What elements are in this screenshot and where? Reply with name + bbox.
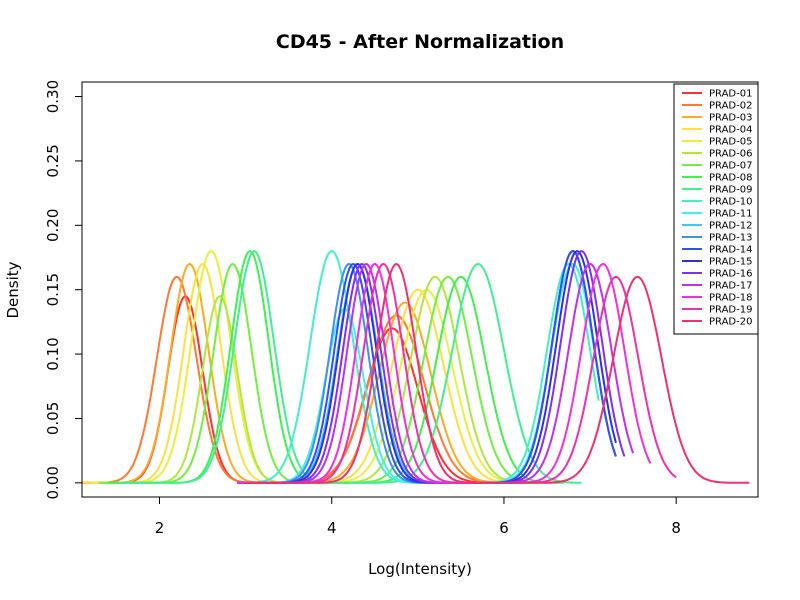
series-line-4: [82, 263, 522, 484]
legend-label: PRAD-11: [709, 209, 752, 220]
series-line-20: [245, 262, 750, 484]
series-line-18: [237, 262, 652, 484]
legend-label: PRAD-17: [709, 281, 752, 292]
legend-label: PRAD-19: [709, 305, 752, 316]
legend-label: PRAD-04: [709, 125, 752, 136]
legend-label: PRAD-18: [709, 293, 752, 304]
x-tick-label: 8: [671, 519, 681, 537]
x-tick-label: 4: [327, 519, 337, 537]
y-tick-label: 0.05: [44, 402, 62, 435]
series-line-9: [116, 249, 582, 484]
legend-label: PRAD-07: [709, 161, 752, 172]
series-line-5: [90, 250, 539, 484]
series-lines: [82, 249, 750, 484]
legend-label: PRAD-03: [709, 113, 752, 124]
legend-label: PRAD-20: [709, 317, 752, 328]
y-tick-label: 0.15: [44, 273, 62, 306]
legend-box: [673, 83, 759, 335]
legend-label: PRAD-13: [709, 233, 752, 244]
legend-label: PRAD-09: [709, 185, 752, 196]
y-tick-label: 0.20: [44, 209, 62, 242]
legend-label: PRAD-06: [709, 149, 752, 160]
x-axis: 2 4 6 8: [155, 496, 681, 537]
legend-label: PRAD-14: [709, 245, 752, 256]
legend-label: PRAD-16: [709, 269, 752, 280]
x-axis-label: Log(Intensity): [368, 560, 472, 578]
legend-label: PRAD-01: [709, 89, 752, 100]
legend-label: PRAD-05: [709, 137, 752, 148]
legend-label: PRAD-08: [709, 173, 752, 184]
legend-label: PRAD-10: [709, 197, 752, 208]
y-tick-label: 0.10: [44, 337, 62, 370]
legend: PRAD-01PRAD-02PRAD-03PRAD-04PRAD-05PRAD-…: [673, 83, 759, 335]
y-axis-label: Density: [4, 261, 22, 318]
x-tick-label: 6: [499, 519, 509, 537]
y-axis: 0.00 0.05 0.10 0.15 0.20 0.25 0.30: [44, 80, 83, 500]
legend-label: PRAD-02: [709, 101, 752, 112]
legend-label: PRAD-15: [709, 257, 752, 268]
series-line-11: [237, 262, 600, 484]
series-line-3: [82, 262, 522, 484]
y-tick-label: 0.30: [44, 80, 62, 113]
legend-label: PRAD-12: [709, 221, 752, 232]
x-tick-label: 2: [155, 519, 165, 537]
chart-title: CD45 - After Normalization: [276, 31, 564, 53]
y-tick-label: 0.25: [44, 144, 62, 177]
y-tick-label: 0.00: [44, 466, 62, 499]
